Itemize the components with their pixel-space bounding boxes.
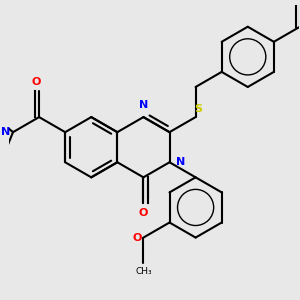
Text: O: O <box>139 208 148 218</box>
Text: O: O <box>133 232 142 243</box>
Text: N: N <box>1 127 10 137</box>
Text: CH₃: CH₃ <box>135 267 152 276</box>
Text: O: O <box>32 77 41 87</box>
Text: N: N <box>139 100 148 110</box>
Text: N: N <box>176 157 186 167</box>
Text: S: S <box>194 104 202 114</box>
